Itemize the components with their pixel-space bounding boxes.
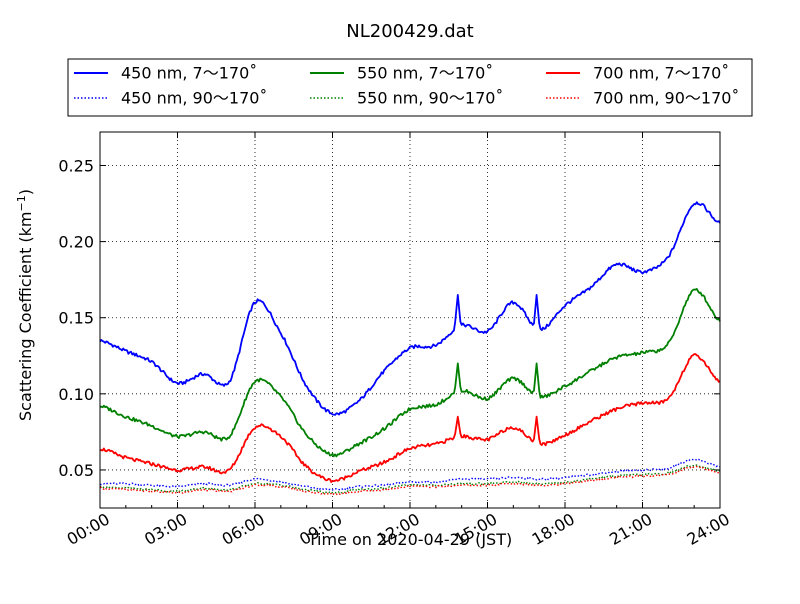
legend: 450 nm, 7～170˚ 450 nm, 90～170˚ 550 nm, 7～1…: [67, 58, 753, 117]
series-line: [99, 464, 721, 495]
x-axis-label: Time on 2020-04-29 (JST): [307, 530, 512, 549]
legend-box: [67, 58, 753, 117]
series-line: [99, 353, 721, 483]
series-line: [99, 465, 721, 496]
series-line: [99, 288, 721, 458]
x-tick-label: 18:00: [529, 509, 578, 549]
series-line: [99, 201, 721, 416]
grid: [100, 132, 720, 508]
y-tick-label: 0.15: [58, 309, 94, 328]
y-tick-label: 0.10: [58, 385, 94, 404]
legend-label: 450 nm, 90～170˚: [121, 89, 267, 108]
y-tick-label: 0.25: [58, 156, 94, 175]
chart-title: NL200429.dat: [346, 21, 473, 42]
x-tick-label: 21:00: [606, 509, 655, 549]
y-axis-label-close: ): [16, 189, 35, 195]
x-tick-label: 24:00: [684, 509, 733, 549]
legend-label: 700 nm, 90～170˚: [593, 89, 739, 108]
x-tick-label: 00:00: [64, 509, 113, 549]
legend-label: 700 nm, 7～170˚: [593, 64, 729, 83]
y-axis-label-main: Scattering Coefficient (km: [16, 211, 35, 421]
series-line: [99, 458, 720, 491]
y-tick-label: 0.20: [58, 233, 94, 252]
legend-label: 550 nm, 90～170˚: [357, 89, 503, 108]
y-tick-label: 0.05: [58, 461, 94, 480]
plot-lines: [99, 201, 721, 496]
y-axis: 0.05 0.10 0.15 0.20 0.25: [58, 156, 720, 480]
x-tick-label: 06:00: [219, 509, 268, 549]
legend-label: 550 nm, 7～170˚: [357, 64, 493, 83]
y-axis-label-sup: −1: [15, 195, 28, 211]
legend-label: 450 nm, 7～170˚: [121, 64, 257, 83]
x-tick-label: 03:00: [141, 509, 190, 549]
y-axis-label: Scattering Coefficient (km−1): [15, 189, 36, 421]
